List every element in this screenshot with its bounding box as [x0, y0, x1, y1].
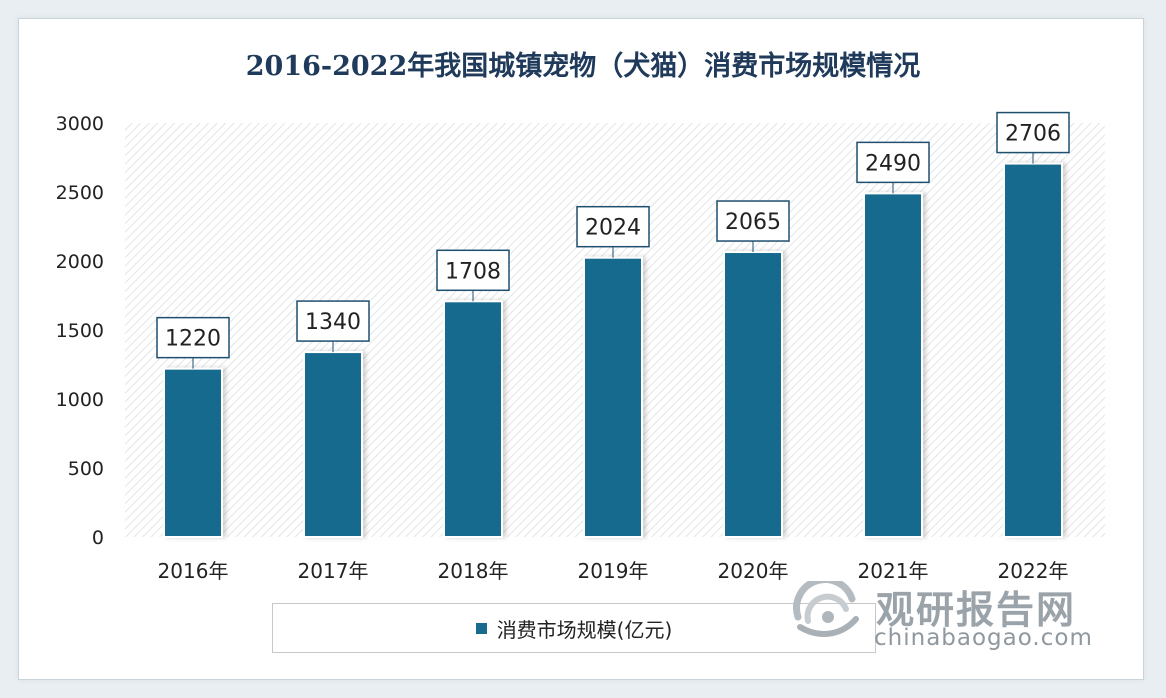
data-label: 1220 — [165, 327, 221, 352]
data-label-box — [156, 316, 230, 359]
data-label-box — [436, 249, 510, 292]
data-label: 2024 — [585, 216, 641, 241]
y-tick-label: 3000 — [56, 113, 104, 135]
data-label-box — [996, 111, 1070, 154]
bar — [303, 351, 363, 538]
x-tick-label: 2016年 — [158, 559, 229, 583]
chart-title: 2016-2022年我国城镇宠物（犬猫）消费市场规模情况 — [245, 51, 921, 82]
y-tick-label: 1500 — [56, 320, 104, 342]
y-tick-label: 2500 — [56, 182, 104, 204]
legend-swatch — [475, 622, 487, 634]
data-label-box — [576, 205, 650, 248]
y-tick-label: 500 — [68, 458, 104, 480]
x-tick-label: 2019年 — [578, 559, 649, 583]
bar — [583, 256, 643, 538]
data-label: 2065 — [725, 210, 781, 235]
data-label: 1708 — [445, 259, 501, 284]
x-tick-label: 2018年 — [438, 559, 509, 583]
x-tick-label: 2021年 — [858, 559, 929, 583]
data-label: 2490 — [865, 151, 921, 176]
bar — [443, 300, 503, 538]
x-tick-label: 2022年 — [998, 559, 1069, 583]
bar — [723, 251, 783, 538]
y-tick-label: 1000 — [56, 389, 104, 411]
data-label: 2706 — [1005, 122, 1061, 147]
bar — [163, 367, 223, 539]
bar — [1003, 162, 1063, 539]
legend: 消费市场规模(亿元) — [272, 603, 876, 653]
watermark-logo-icon — [793, 581, 859, 637]
y-tick-label: 2000 — [56, 251, 104, 273]
x-tick-label: 2017年 — [298, 559, 369, 583]
watermark-domain: chinabaogao.com — [874, 625, 1093, 651]
bar — [863, 192, 923, 538]
x-tick-label: 2020年 — [718, 559, 789, 583]
data-label: 1340 — [305, 310, 361, 335]
y-tick-label: 0 — [92, 527, 104, 549]
legend-label: 消费市场规模(亿元) — [496, 617, 673, 642]
watermark: 观研报告网 chinabaogao.com — [790, 575, 1120, 655]
watermark-name: 观研报告网 — [876, 588, 1077, 632]
